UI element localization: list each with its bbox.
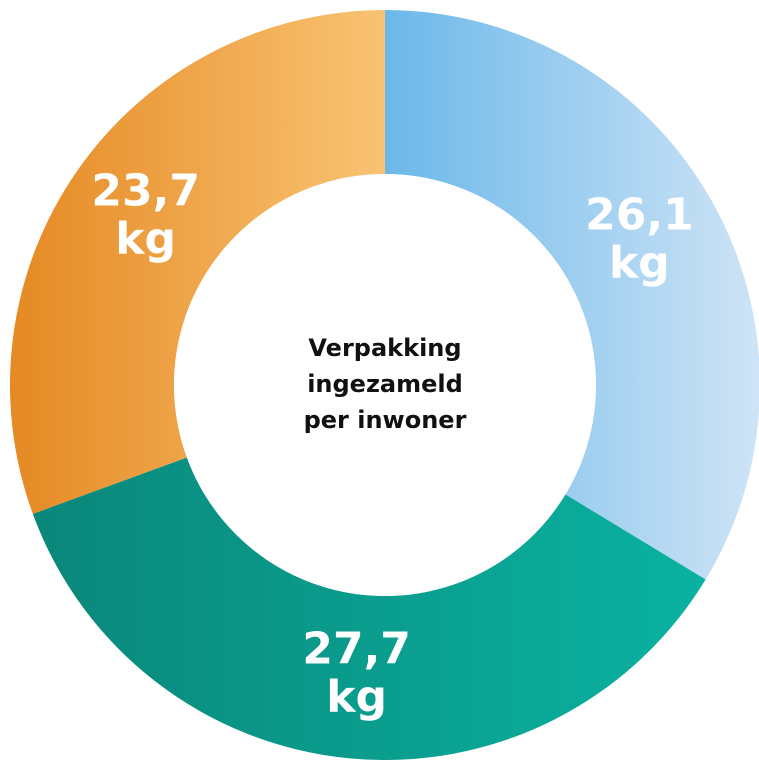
segments (9, 10, 759, 760)
center-label: per inwoner (304, 406, 467, 434)
center-label: ingezameld (307, 370, 463, 398)
donut-segment (32, 457, 706, 760)
value-label: 26,1 kg (585, 190, 694, 289)
center-label: Verpakking (308, 334, 461, 362)
labels: 26,1 kg 27,7 kg 23,7 kg Verpakking ingezameld pe… (91, 166, 693, 723)
center-circle (174, 174, 596, 596)
donut-segment (385, 10, 759, 580)
donut-segment (9, 10, 386, 514)
value-label: 23,7 kg (91, 166, 200, 265)
value-label: 27,7 kg (302, 624, 411, 723)
